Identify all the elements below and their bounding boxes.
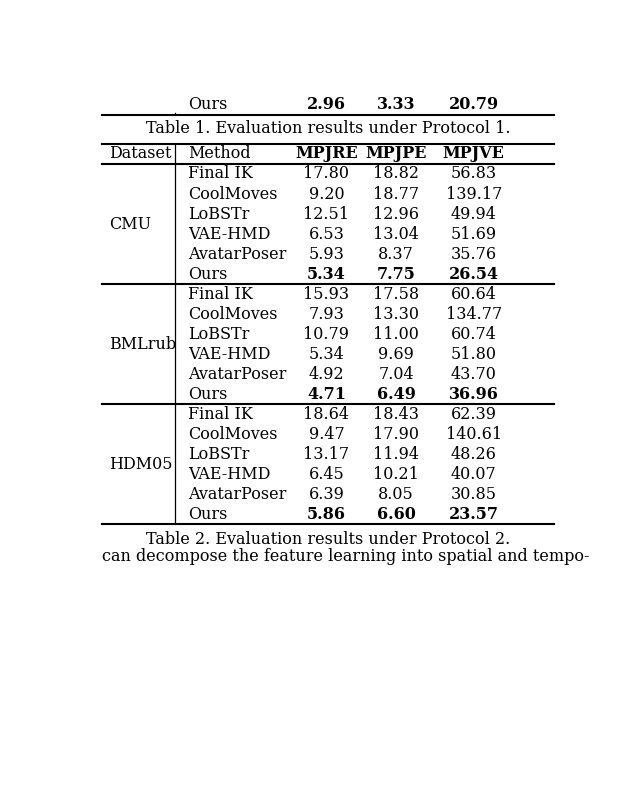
Text: 8.37: 8.37 xyxy=(378,245,414,263)
Text: Final IK: Final IK xyxy=(189,286,253,303)
Text: 7.93: 7.93 xyxy=(308,305,344,323)
Text: BMLrub: BMLrub xyxy=(109,335,177,353)
Text: 5.93: 5.93 xyxy=(308,245,344,263)
Text: VAE-HMD: VAE-HMD xyxy=(189,466,271,483)
Text: 40.07: 40.07 xyxy=(451,466,497,483)
Text: 36.96: 36.96 xyxy=(449,386,499,402)
Text: Table 1. Evaluation results under Protocol 1.: Table 1. Evaluation results under Protoc… xyxy=(146,120,510,137)
Text: 60.64: 60.64 xyxy=(451,286,497,303)
Text: 43.70: 43.70 xyxy=(451,365,497,383)
Text: 10.79: 10.79 xyxy=(303,326,349,342)
Text: 5.34: 5.34 xyxy=(307,266,346,282)
Text: 26.54: 26.54 xyxy=(449,266,499,282)
Text: MPJPE: MPJPE xyxy=(365,145,427,163)
Text: 20.79: 20.79 xyxy=(449,96,499,113)
Text: 9.69: 9.69 xyxy=(378,346,414,363)
Text: Final IK: Final IK xyxy=(189,166,253,182)
Text: 18.82: 18.82 xyxy=(373,166,419,182)
Text: 13.04: 13.04 xyxy=(373,226,419,242)
Text: 4.92: 4.92 xyxy=(308,365,344,383)
Text: 6.39: 6.39 xyxy=(308,486,344,503)
Text: 8.05: 8.05 xyxy=(378,486,414,503)
Text: 6.53: 6.53 xyxy=(308,226,344,242)
Text: 5.34: 5.34 xyxy=(308,346,344,363)
Text: 48.26: 48.26 xyxy=(451,446,497,463)
Text: VAE-HMD: VAE-HMD xyxy=(189,346,271,363)
Text: CoolMoves: CoolMoves xyxy=(189,305,278,323)
Text: LoBSTr: LoBSTr xyxy=(189,326,250,342)
Text: 60.74: 60.74 xyxy=(451,326,497,342)
Text: AvatarPoser: AvatarPoser xyxy=(189,486,287,503)
Text: 2.96: 2.96 xyxy=(307,96,346,113)
Text: 11.00: 11.00 xyxy=(373,326,419,342)
Text: Ours: Ours xyxy=(189,266,228,282)
Text: CoolMoves: CoolMoves xyxy=(189,185,278,203)
Text: AvatarPoser: AvatarPoser xyxy=(189,245,287,263)
Text: 18.43: 18.43 xyxy=(373,406,419,423)
Text: 17.90: 17.90 xyxy=(373,426,419,443)
Text: CoolMoves: CoolMoves xyxy=(189,426,278,443)
Text: MPJVE: MPJVE xyxy=(443,145,504,163)
Text: 51.80: 51.80 xyxy=(451,346,497,363)
Text: VAE-HMD: VAE-HMD xyxy=(189,226,271,242)
Text: Ours: Ours xyxy=(189,96,228,113)
Text: can decompose the feature learning into spatial and tempo-: can decompose the feature learning into … xyxy=(102,548,589,565)
Text: 13.17: 13.17 xyxy=(303,446,349,463)
Text: Table 2. Evaluation results under Protocol 2.: Table 2. Evaluation results under Protoc… xyxy=(146,531,510,548)
Text: 12.51: 12.51 xyxy=(303,205,349,222)
Text: 30.85: 30.85 xyxy=(451,486,497,503)
Text: 49.94: 49.94 xyxy=(451,205,497,222)
Text: Ours: Ours xyxy=(189,506,228,523)
Text: LoBSTr: LoBSTr xyxy=(189,205,250,222)
Text: 17.58: 17.58 xyxy=(373,286,419,303)
Text: MPJRE: MPJRE xyxy=(295,145,358,163)
Text: Dataset: Dataset xyxy=(109,145,172,163)
Text: 139.17: 139.17 xyxy=(445,185,502,203)
Text: 6.60: 6.60 xyxy=(377,506,415,523)
Text: 18.77: 18.77 xyxy=(373,185,419,203)
Text: 13.30: 13.30 xyxy=(373,305,419,323)
Text: CMU: CMU xyxy=(109,215,152,233)
Text: Ours: Ours xyxy=(189,386,228,402)
Text: 56.83: 56.83 xyxy=(451,166,497,182)
Text: 35.76: 35.76 xyxy=(451,245,497,263)
Text: 134.77: 134.77 xyxy=(445,305,502,323)
Text: 6.49: 6.49 xyxy=(377,386,415,402)
Text: 23.57: 23.57 xyxy=(449,506,499,523)
Text: HDM05: HDM05 xyxy=(109,456,173,473)
Text: 5.86: 5.86 xyxy=(307,506,346,523)
Text: 15.93: 15.93 xyxy=(303,286,349,303)
Text: 12.96: 12.96 xyxy=(373,205,419,222)
Text: 6.45: 6.45 xyxy=(308,466,344,483)
Text: 9.47: 9.47 xyxy=(308,426,344,443)
Text: 18.64: 18.64 xyxy=(303,406,349,423)
Text: 10.21: 10.21 xyxy=(373,466,419,483)
Text: 7.75: 7.75 xyxy=(377,266,415,282)
Text: 11.94: 11.94 xyxy=(373,446,419,463)
Text: Method: Method xyxy=(189,145,251,163)
Text: 62.39: 62.39 xyxy=(451,406,497,423)
Text: AvatarPoser: AvatarPoser xyxy=(189,365,287,383)
Text: 17.80: 17.80 xyxy=(303,166,349,182)
Text: LoBSTr: LoBSTr xyxy=(189,446,250,463)
Text: 51.69: 51.69 xyxy=(451,226,497,242)
Text: 7.04: 7.04 xyxy=(378,365,414,383)
Text: 3.33: 3.33 xyxy=(377,96,415,113)
Text: 140.61: 140.61 xyxy=(445,426,502,443)
Text: 4.71: 4.71 xyxy=(307,386,346,402)
Text: Final IK: Final IK xyxy=(189,406,253,423)
Text: 9.20: 9.20 xyxy=(308,185,344,203)
